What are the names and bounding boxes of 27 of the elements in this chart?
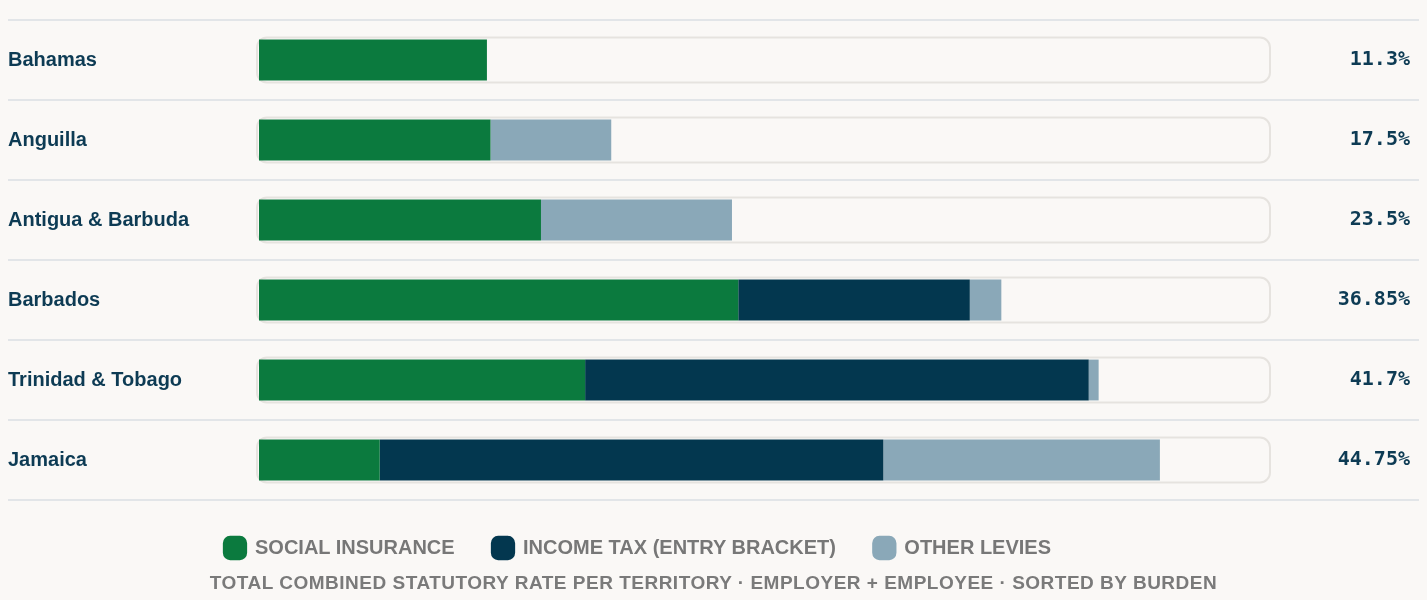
bar: [540, 199, 732, 241]
bar: [259, 119, 491, 161]
y-tick-label: Anguilla: [8, 127, 88, 150]
bar: [969, 279, 1002, 321]
bar: [259, 359, 586, 401]
bar: [259, 439, 380, 481]
text: 41.7%: [1349, 366, 1410, 391]
bar: [738, 279, 970, 321]
text: 17.5%: [1349, 126, 1410, 151]
text: 44.75%: [1337, 446, 1410, 471]
legend-label: SOCIAL INSURANCE: [254, 535, 455, 558]
text: 11.3%: [1349, 46, 1410, 71]
bar: [259, 39, 487, 81]
y-tick-label: Jamaica: [8, 447, 88, 470]
bar: [883, 439, 1160, 481]
legend-label: OTHER LEVIES: [904, 535, 1052, 558]
text: 36.85%: [1337, 286, 1410, 311]
y-tick-label: Bahamas: [8, 47, 97, 70]
bar: [490, 119, 612, 161]
text: TOTAL COMBINED STATUTORY RATE PER TERRITORY · EMPLOYER + EMPLOYEE · SORTED BY BURDEN: [208, 572, 1219, 594]
text: 23.5%: [1349, 206, 1410, 231]
bar: [1088, 359, 1099, 401]
legend-label: INCOME TAX (ENTRY BRACKET): [523, 535, 836, 558]
y-tick-label: Barbados: [8, 287, 101, 310]
y-tick-label: Trinidad & Tobago: [8, 367, 183, 390]
bar: [259, 199, 541, 241]
y-tick-label: Antigua & Barbuda: [8, 207, 190, 230]
